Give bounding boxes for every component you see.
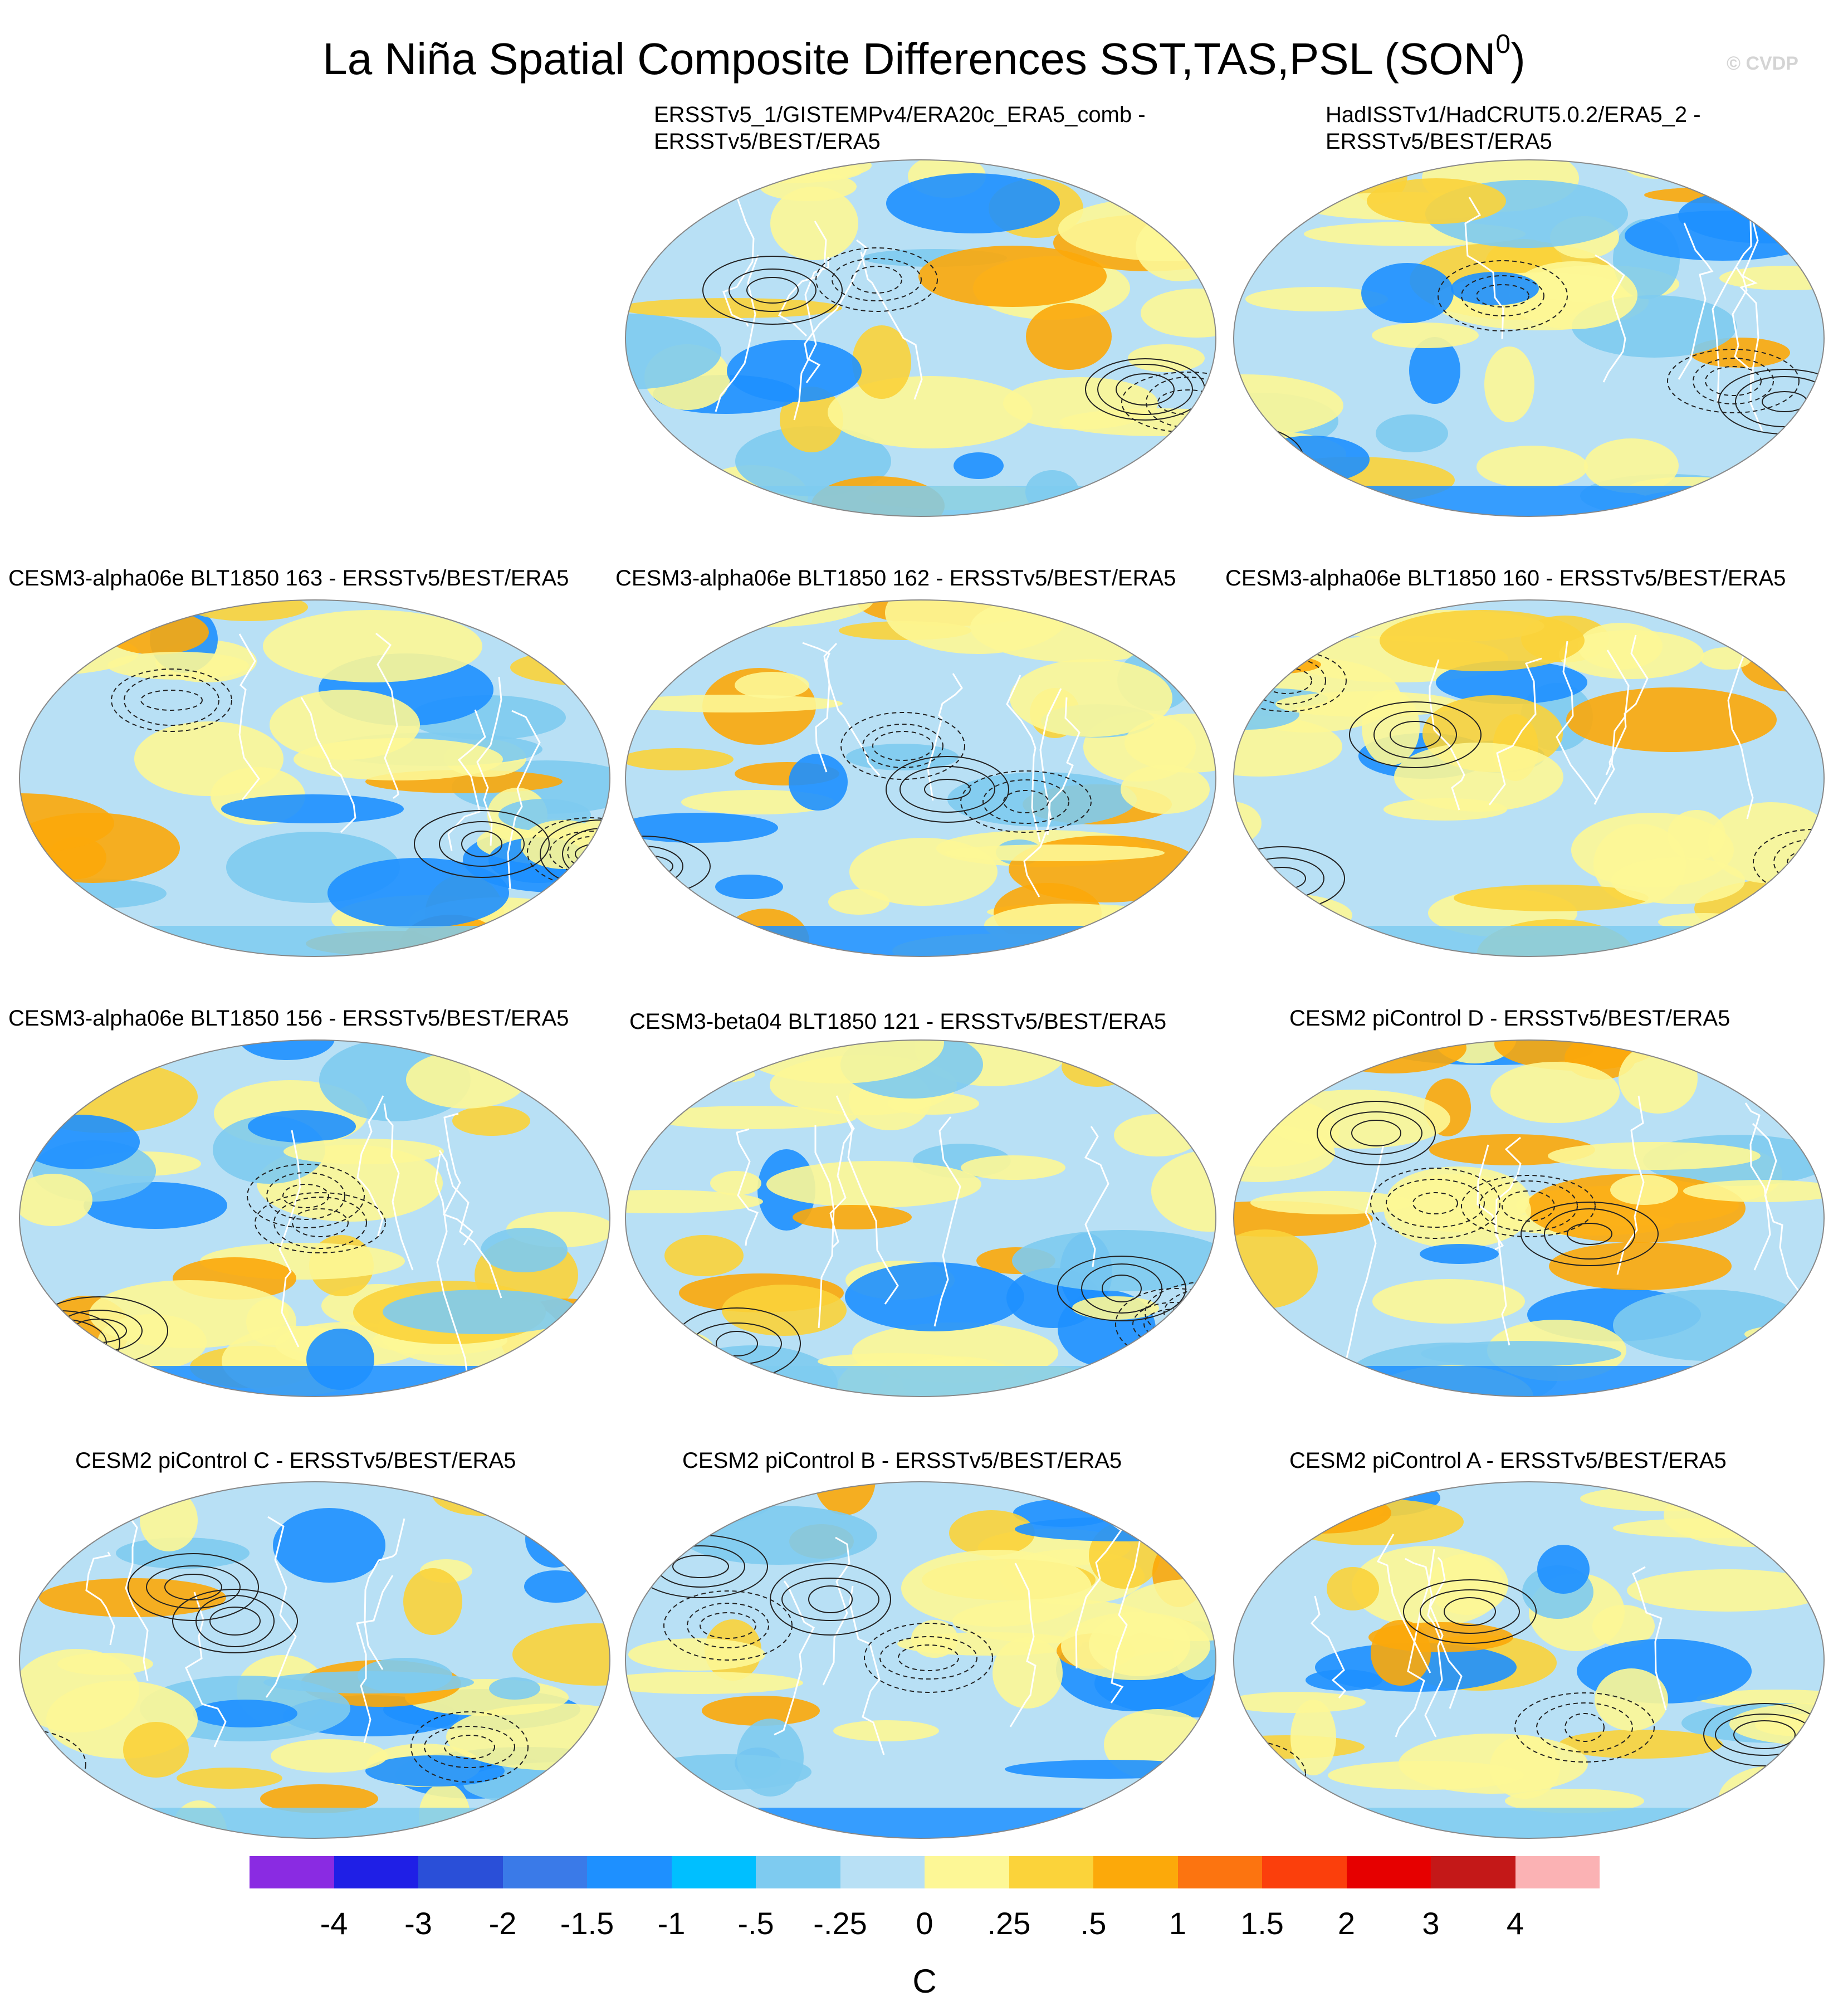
colorbar-swatch	[502, 1856, 587, 1888]
figure-title: La Niña Spatial Composite Differences SS…	[322, 30, 1526, 84]
colorbar-tick-label: -2	[488, 1906, 517, 1941]
colorbar-tick-label: -1	[657, 1906, 686, 1941]
map-panel-4	[623, 597, 1219, 959]
colorbar-swatch	[587, 1856, 672, 1888]
colorbar-units: C	[912, 1963, 937, 2000]
colorbar-swatch	[1515, 1856, 1600, 1888]
world-map	[625, 1481, 1216, 1839]
world-map	[1233, 1039, 1825, 1397]
panel-title-6: CESM3-alpha06e BLT1850 156 - ERSSTv5/BES…	[8, 1006, 569, 1031]
panel-title-9: CESM2 piControl C - ERSSTv5/BEST/ERA5	[75, 1448, 516, 1473]
colorbar-tick-label: 4	[1506, 1906, 1524, 1941]
colorbar-swatch	[1431, 1856, 1515, 1888]
colorbar-swatch	[1093, 1856, 1178, 1888]
colorbar-swatch	[1177, 1856, 1262, 1888]
colorbar-tick-label: -.25	[813, 1906, 867, 1941]
colorbar-tick-label: -.5	[737, 1906, 774, 1941]
world-map	[19, 599, 610, 957]
map-panel-11	[1231, 1479, 1827, 1841]
panel-title-8: CESM2 piControl D - ERSSTv5/BEST/ERA5	[1289, 1006, 1730, 1031]
world-map	[625, 159, 1216, 517]
panel-title-5: CESM3-alpha06e BLT1850 160 - ERSSTv5/BES…	[1225, 566, 1786, 590]
colorbar-swatch	[671, 1856, 756, 1888]
world-map	[19, 1481, 610, 1839]
map-panel-7	[623, 1037, 1219, 1399]
colorbar-swatch	[1262, 1856, 1347, 1888]
colorbar-swatch	[250, 1856, 334, 1888]
colorbar-tick-label: .25	[987, 1906, 1031, 1941]
colorbar-swatch	[1346, 1856, 1431, 1888]
copyright-notice: © CVDP	[1727, 53, 1798, 74]
map-panel-2	[1231, 157, 1827, 519]
world-map	[625, 599, 1216, 957]
map-panel-3	[17, 597, 613, 959]
map-panel-9	[17, 1479, 613, 1841]
world-map	[625, 1039, 1216, 1397]
world-map	[19, 1039, 610, 1397]
colorbar-swatch	[840, 1856, 925, 1888]
colorbar	[250, 1856, 1600, 1888]
map-panel-6	[17, 1037, 613, 1399]
panel-title-7: CESM3-beta04 BLT1850 121 - ERSSTv5/BEST/…	[629, 1009, 1167, 1034]
colorbar-tick-label: 1	[1169, 1906, 1187, 1941]
panel-title-1: ERSSTv5_1/GISTEMPv4/ERA20c_ERA5_comb - ER…	[654, 102, 1146, 154]
colorbar-tick-label: 1.5	[1240, 1906, 1284, 1941]
colorbar-tick-label: 2	[1337, 1906, 1356, 1941]
panel-title-10: CESM2 piControl B - ERSSTv5/BEST/ERA5	[682, 1448, 1122, 1473]
colorbar-swatch	[418, 1856, 503, 1888]
panel-title-4: CESM3-alpha06e BLT1850 162 - ERSSTv5/BES…	[615, 566, 1176, 590]
colorbar-swatch	[925, 1856, 1009, 1888]
map-panel-10	[623, 1479, 1219, 1841]
colorbar-tick-label: -4	[320, 1906, 348, 1941]
world-map	[1233, 599, 1825, 957]
panel-title-2: HadISSTv1/HadCRUT5.0.2/ERA5_2 - ERSSTv5/B…	[1326, 102, 1701, 154]
map-panel-8	[1231, 1037, 1827, 1399]
colorbar-tick-label: .5	[1080, 1906, 1107, 1941]
map-panel-1	[623, 157, 1219, 519]
colorbar-tick-label: -1.5	[560, 1906, 614, 1941]
map-panel-5	[1231, 597, 1827, 959]
colorbar-tick-label: 3	[1422, 1906, 1440, 1941]
colorbar-tick-label: 0	[916, 1906, 933, 1941]
colorbar-swatch	[334, 1856, 418, 1888]
panel-title-3: CESM3-alpha06e BLT1850 163 - ERSSTv5/BES…	[8, 566, 569, 590]
panel-title-11: CESM2 piControl A - ERSSTv5/BEST/ERA5	[1289, 1448, 1727, 1473]
colorbar-swatch	[1009, 1856, 1093, 1888]
colorbar-tick-label: -3	[404, 1906, 432, 1941]
world-map	[1233, 1481, 1825, 1839]
world-map	[1233, 159, 1825, 517]
colorbar-swatch	[756, 1856, 840, 1888]
